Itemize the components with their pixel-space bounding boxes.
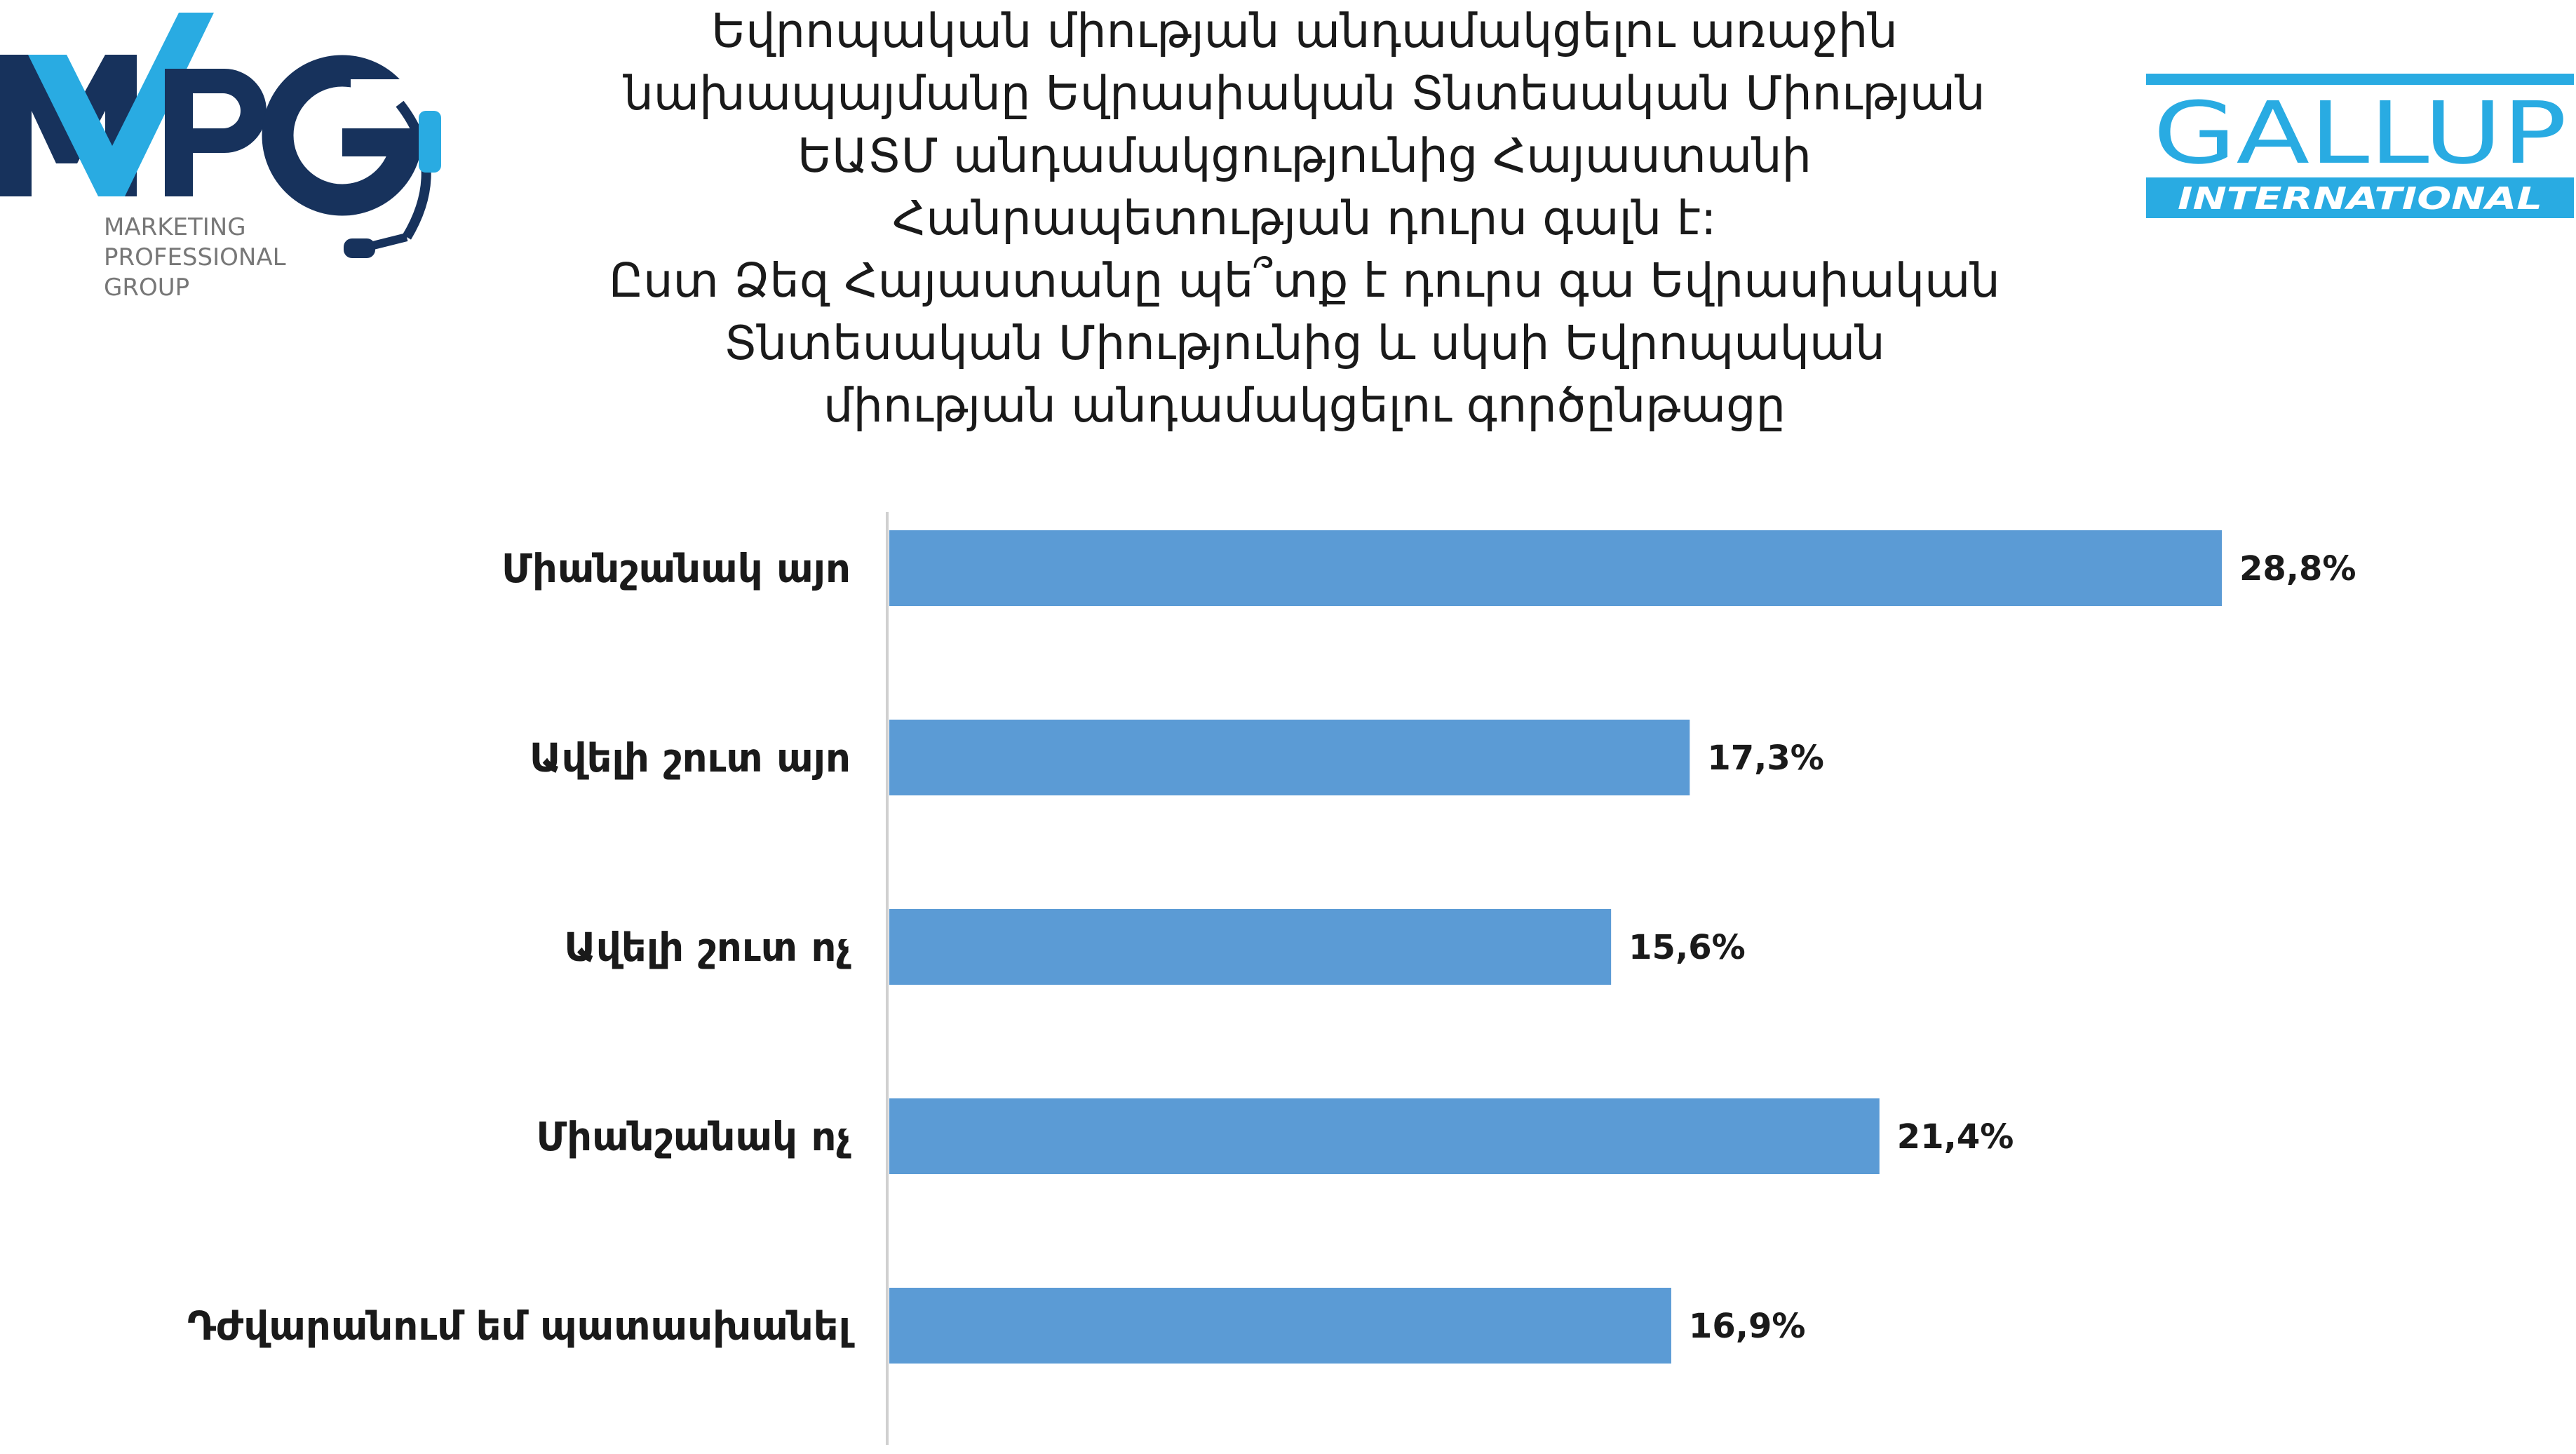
gallup-subtext: INTERNATIONAL xyxy=(2178,181,2542,217)
mpg-logo-g-bar xyxy=(342,128,416,156)
chart-title-line: Հանրապետության դուրս գալն է: xyxy=(892,191,1717,245)
gallup-top-rule xyxy=(2146,74,2574,85)
mpg-logo: MARKETING PROFESSIONAL GROUP xyxy=(0,13,441,302)
mpg-logo-check-shape xyxy=(28,13,214,196)
category-label: Միանշանակ ոչ xyxy=(537,1115,852,1160)
headset-icon xyxy=(344,100,441,258)
value-label: 17,3% xyxy=(1707,739,1824,778)
gallup-wordmark: GALLUP xyxy=(2153,83,2567,183)
bar-chart: Միանշանակ այո 28,8% Ավելի շուտ այո 17,3% Ավե… xyxy=(187,512,2356,1445)
gallup-logo: GALLUP INTERNATIONAL xyxy=(2146,74,2574,218)
bar xyxy=(889,720,1690,795)
chart-title-line: Ըստ Ձեզ Հայաստանը պե՞տք է դուրս գա Եվրաս… xyxy=(609,253,2000,308)
chart-title-line: նախապայմանը Եվրասիական Տնտեսական Միությա… xyxy=(623,66,1985,121)
chart-title: Եվրոպական միության անդամակցելու առաջին ն… xyxy=(505,0,2104,437)
chart-title-line: Տնտեսական Միությունից և սկսի Եվրոպական xyxy=(724,316,1885,370)
bar xyxy=(889,1288,1671,1364)
bar xyxy=(889,530,2222,606)
mpg-logo-p-shape xyxy=(165,69,267,196)
category-label: Դժվարանում եմ պատասխանել xyxy=(187,1304,855,1349)
bars-group: Միանշանակ այո 28,8% Ավելի շուտ այո 17,3% Ավե… xyxy=(187,530,2356,1364)
value-label: 15,6% xyxy=(1628,928,1746,967)
gallup-subtext-band xyxy=(2146,177,2574,218)
chart-title-line: միության անդամակցելու գործընթացը xyxy=(823,378,1786,433)
mpg-tagline-line: MARKETING xyxy=(104,213,246,241)
bar xyxy=(889,909,1612,985)
mpg-tagline-line: GROUP xyxy=(104,274,189,302)
value-label: 28,8% xyxy=(2239,549,2356,588)
value-label: 16,9% xyxy=(1689,1307,1806,1346)
bar xyxy=(889,1098,1880,1174)
value-label: 21,4% xyxy=(1897,1117,2014,1157)
category-label: Ավելի շուտ այո xyxy=(530,736,851,781)
chart-title-line: ԵԱՏՄ անդամակցությունից Հայաստանի xyxy=(797,128,1812,183)
chart-title-line: Եվրոպական միության անդամակցելու առաջին xyxy=(711,4,1898,58)
mpg-tagline-line: PROFESSIONAL xyxy=(104,243,286,271)
category-label: Ավելի շուտ ոչ xyxy=(564,925,851,971)
category-label: Միանշանակ այո xyxy=(501,546,851,592)
